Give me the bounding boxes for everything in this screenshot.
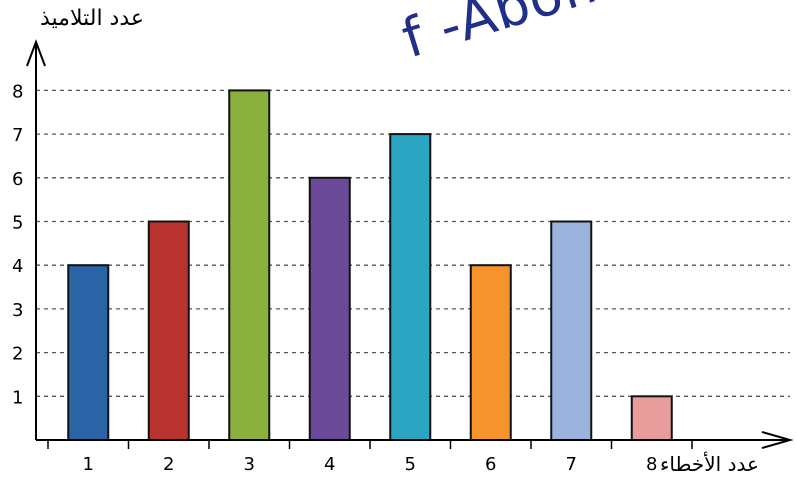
x-tick-label-1: 1 — [83, 454, 94, 475]
bar-6 — [469, 264, 512, 442]
y-tick-label-8: 8 — [12, 81, 23, 102]
y-axis-arrow — [26, 39, 46, 67]
axes — [26, 39, 794, 449]
bar-1 — [67, 264, 110, 442]
x-tick-label-4: 4 — [324, 454, 335, 475]
bar-8 — [630, 395, 673, 441]
x-tick-label-5: 5 — [405, 454, 416, 475]
y-tick-label-3: 3 — [12, 300, 23, 321]
bar-3 — [228, 89, 271, 442]
x-axis-arrow — [761, 431, 794, 449]
y-tick-label-4: 4 — [12, 256, 23, 277]
x-tick-label-2: 2 — [163, 454, 174, 475]
y-tick-label-2: 2 — [12, 344, 23, 365]
y-tick-label-7: 7 — [12, 125, 23, 146]
bar-4 — [308, 176, 351, 442]
x-tick-label-3: 3 — [244, 454, 255, 475]
y-tick-label-5: 5 — [12, 213, 23, 234]
bars — [67, 89, 673, 442]
y-tick-label-6: 6 — [12, 169, 23, 190]
y-tick-label-1: 1 — [12, 387, 23, 408]
tick-labels: 1 2 3 4 5 6 7 8 1 2 3 4 5 6 7 8 — [12, 81, 657, 475]
bar-5 — [389, 133, 432, 441]
y-axis-title: عدد التلاميذ — [40, 6, 145, 31]
x-tick-label-8: 8 — [646, 454, 657, 475]
bar-7 — [550, 220, 593, 441]
x-tick-label-7: 7 — [566, 454, 577, 475]
bar-2 — [147, 220, 190, 441]
x-tick-label-6: 6 — [485, 454, 496, 475]
x-axis-title: عدد الأخطاء — [660, 452, 759, 476]
